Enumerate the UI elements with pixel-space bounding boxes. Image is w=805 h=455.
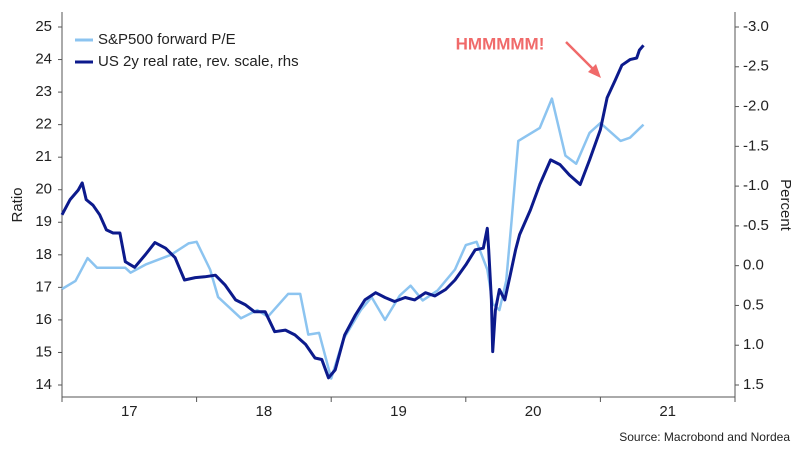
y-tick-label: 19 xyxy=(35,213,52,230)
y2-tick-label: -2.5 xyxy=(743,58,769,75)
x-tick-label: 21 xyxy=(659,403,676,420)
source: Source: Macrobond and Nordea xyxy=(619,430,790,444)
y-tick-label: 17 xyxy=(35,278,52,295)
y-tick-label: 15 xyxy=(35,343,52,360)
y-tick-label: 20 xyxy=(35,181,52,198)
y2-tick-label: 1.5 xyxy=(743,376,764,393)
series-line xyxy=(61,97,645,380)
y2-tick-label: -0.5 xyxy=(743,217,769,234)
y-axis-title: Ratio xyxy=(9,187,26,222)
y2-tick-label: -2.0 xyxy=(743,98,769,115)
x-tick-label: 19 xyxy=(390,403,407,420)
arrow-shaft xyxy=(565,41,595,71)
y-tick-label: 14 xyxy=(35,376,52,393)
y2-axis-title: Percent xyxy=(777,179,794,232)
x-tick-label: 17 xyxy=(121,403,138,420)
x-tick-label: 18 xyxy=(256,403,273,420)
series-line xyxy=(60,44,645,380)
y-tick-label: 24 xyxy=(35,51,52,68)
y2-tick-label: 0.0 xyxy=(743,257,764,274)
annotation: HMMMMM! xyxy=(456,34,545,53)
y2-tick-label: 0.5 xyxy=(743,296,764,313)
y-tick-label: 21 xyxy=(35,148,52,165)
legend-label: S&P500 forward P/E xyxy=(98,31,236,48)
y2-tick-label: -1.5 xyxy=(743,137,769,154)
y-tick-label: 16 xyxy=(35,311,52,328)
y2-tick-label: 1.0 xyxy=(743,336,764,353)
y-tick-label: 22 xyxy=(35,116,52,133)
y2-tick-label: -1.0 xyxy=(743,177,769,194)
legend-label: US 2y real rate, rev. scale, rhs xyxy=(98,53,299,70)
arrow-head xyxy=(588,64,601,78)
y-tick-label: 18 xyxy=(35,246,52,263)
y-tick-label: 23 xyxy=(35,83,52,100)
x-tick-label: 20 xyxy=(525,403,542,420)
y2-tick-label: -3.0 xyxy=(743,18,769,35)
y-tick-label: 25 xyxy=(35,18,52,35)
